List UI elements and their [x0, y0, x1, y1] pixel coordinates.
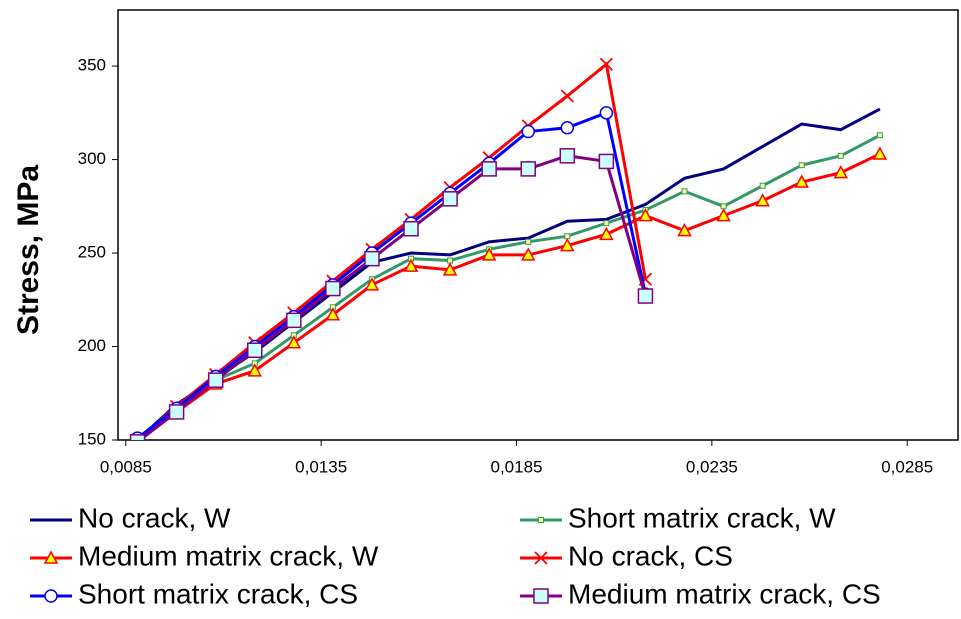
marker: [798, 162, 805, 169]
plot-area: [117, 9, 959, 441]
x-tick-label: 0,0285: [881, 457, 933, 476]
x-tick-label: 0,0185: [491, 457, 543, 476]
series-line: [136, 133, 881, 440]
y-tick-label: 300: [78, 149, 106, 168]
marker: [681, 188, 688, 195]
marker: [534, 551, 548, 565]
legend-label: No crack, CS: [568, 540, 733, 571]
marker: [246, 342, 263, 359]
series-line: [137, 154, 647, 440]
marker: [247, 363, 263, 377]
marker: [720, 203, 727, 210]
series-line: [136, 107, 881, 440]
marker: [403, 220, 419, 237]
marker: [533, 588, 549, 604]
marker: [599, 226, 614, 241]
y-tick-label: 150: [78, 429, 106, 448]
legend-label: No crack, W: [78, 502, 231, 533]
y-tick-label: 350: [78, 56, 106, 75]
marker: [168, 404, 185, 420]
x-tick-label: 0,0135: [295, 457, 347, 476]
marker: [442, 262, 458, 276]
marker: [872, 146, 888, 160]
marker: [637, 288, 654, 304]
marker: [481, 161, 497, 177]
marker: [599, 106, 614, 120]
marker: [481, 247, 497, 261]
x-tick-label: 0,0085: [100, 457, 152, 476]
marker: [564, 233, 571, 240]
y-axis-label: Stress, MPa: [12, 165, 45, 335]
marker: [325, 280, 341, 297]
marker: [794, 174, 809, 188]
marker: [364, 250, 380, 267]
marker: [325, 307, 341, 321]
marker: [447, 257, 454, 264]
marker: [207, 372, 224, 388]
marker: [755, 193, 770, 207]
legend-label: Medium matrix crack, W: [78, 540, 379, 571]
series-line: [136, 152, 881, 440]
x-tick-label: 0,0235: [686, 457, 738, 476]
marker: [538, 517, 544, 523]
marker: [876, 132, 883, 139]
marker: [599, 57, 614, 71]
marker: [677, 223, 692, 237]
marker: [403, 258, 419, 272]
marker: [442, 191, 458, 207]
marker: [364, 277, 380, 291]
marker: [560, 121, 575, 135]
legend-label: Short matrix crack, W: [568, 502, 836, 533]
marker: [286, 335, 302, 349]
marker: [521, 124, 535, 139]
marker: [560, 237, 575, 252]
marker: [525, 238, 532, 245]
y-tick-label: 200: [78, 336, 106, 355]
marker: [129, 434, 146, 440]
marker: [598, 153, 615, 170]
legend-label: Medium matrix crack, CS: [568, 578, 881, 609]
marker: [759, 182, 766, 189]
marker: [560, 89, 574, 103]
marker: [716, 208, 731, 222]
marker: [520, 161, 536, 177]
marker: [44, 589, 58, 603]
marker: [43, 550, 59, 564]
marker: [520, 247, 536, 261]
y-tick-label: 250: [78, 243, 106, 262]
marker: [559, 148, 576, 164]
marker: [286, 312, 302, 329]
marker: [833, 165, 849, 179]
legend-label: Short matrix crack, CS: [78, 578, 358, 609]
series-layer: [129, 57, 888, 440]
marker: [603, 220, 610, 227]
marker: [837, 152, 844, 159]
marker: [638, 208, 653, 222]
